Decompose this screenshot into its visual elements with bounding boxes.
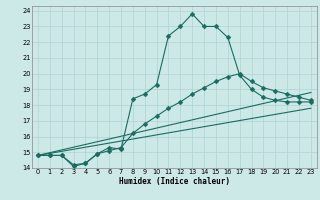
X-axis label: Humidex (Indice chaleur): Humidex (Indice chaleur): [119, 177, 230, 186]
